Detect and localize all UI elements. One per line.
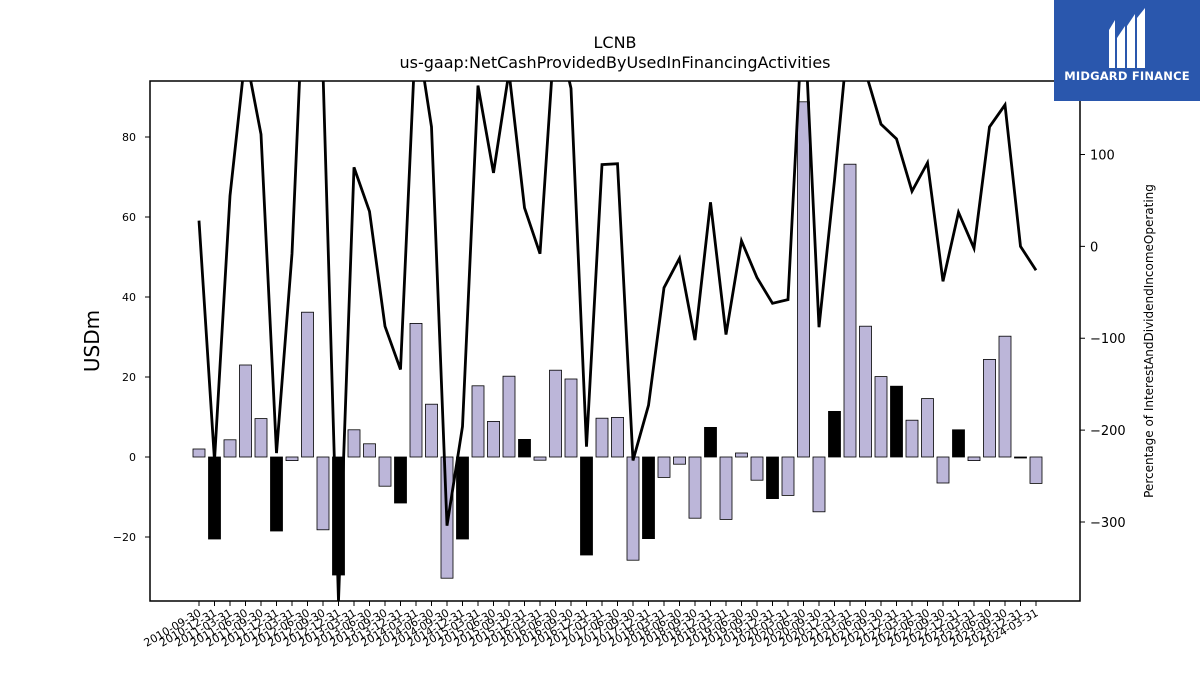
bar-2018-03-31: [657, 456, 671, 478]
bar-2014-12-31: [456, 456, 469, 540]
bar-2021-03-31: [843, 163, 857, 458]
plot-area: −20020406080−300−200−10001002010-09-3020…: [113, 80, 1126, 650]
y2-tick-label: −100: [1090, 332, 1126, 347]
bar-2014-03-31: [409, 322, 423, 458]
bar-2023-09-30: [998, 335, 1012, 458]
bar-2013-12-31: [394, 456, 407, 504]
bar-2019-06-30: [735, 452, 748, 458]
bar-2023-06-30: [983, 358, 996, 458]
line-series: [197, 81, 1038, 601]
bar-2017-12-31: [642, 456, 655, 539]
bar-2022-06-30: [921, 398, 934, 458]
y2-tick-label: 0: [1090, 240, 1098, 255]
bar-2021-09-30: [874, 376, 888, 458]
bar-2019-09-30: [750, 456, 764, 481]
y2-tick-label: 100: [1090, 148, 1115, 163]
y-axis-label: USDm: [80, 310, 104, 372]
bar-2020-06-30: [797, 101, 810, 458]
bar-2017-03-31: [595, 417, 609, 458]
bar-2011-06-30: [239, 364, 252, 458]
y-tick-label: 80: [122, 131, 136, 144]
bar-2021-06-30: [859, 325, 872, 458]
y-tick-label: −20: [113, 531, 136, 544]
bar-2021-12-31: [890, 385, 903, 458]
bar-2020-09-30: [812, 456, 826, 513]
bar-2022-03-31: [905, 419, 919, 458]
bar-2016-03-31: [533, 456, 547, 461]
chart-subtitle: us-gaap:NetCashProvidedByUsedInFinancing…: [399, 53, 830, 72]
bar-2013-09-30: [378, 456, 392, 487]
y2-tick-label: −200: [1090, 424, 1126, 439]
y2-tick-label: −300: [1090, 516, 1126, 531]
plot-frame: [149, 80, 1081, 602]
bar-2015-12-31: [518, 438, 531, 458]
bar-2010-12-31: [208, 456, 221, 540]
bar-2023-03-31: [967, 456, 981, 461]
bar-2023-12-31: [1014, 456, 1027, 459]
y-tick-label: 0: [129, 451, 136, 464]
bar-2017-06-30: [611, 416, 624, 458]
bar-2022-09-30: [936, 456, 950, 484]
bar-2020-03-31: [781, 456, 795, 496]
y-tick-label: 20: [122, 371, 136, 384]
bar-2012-03-31: [285, 456, 299, 461]
bar-2011-09-30: [254, 418, 268, 458]
bar-2012-09-30: [316, 456, 330, 531]
bar-2019-03-31: [719, 456, 733, 520]
logo-text: MIDGARD FINANCE: [1064, 69, 1190, 83]
bar-series: [192, 101, 1043, 579]
bar-2016-12-31: [580, 456, 593, 556]
bar-2017-09-30: [626, 456, 640, 561]
bar-2011-12-31: [270, 456, 283, 532]
bar-2012-06-30: [301, 311, 314, 458]
bar-2010-09-30: [192, 448, 206, 458]
bar-2019-12-31: [766, 456, 779, 499]
bar-2024-03-31: [1029, 456, 1043, 484]
bar-2013-03-31: [347, 429, 361, 458]
bar-2016-09-30: [564, 378, 578, 458]
bar-2015-03-31: [471, 385, 485, 458]
bar-2018-06-30: [673, 456, 686, 465]
y-tick-label: 40: [122, 291, 136, 304]
bar-2018-09-30: [688, 456, 702, 519]
bar-2013-06-30: [363, 443, 376, 458]
chart-title: LCNB: [593, 33, 636, 52]
bar-2020-12-31: [828, 410, 841, 458]
bar-2014-06-30: [425, 403, 438, 458]
y2-axis-label: Percentage of InterestAndDividendIncomeO…: [1142, 184, 1156, 498]
bar-2015-06-30: [487, 420, 500, 458]
y-tick-label: 60: [122, 211, 136, 224]
bar-2018-12-31: [704, 426, 717, 458]
bar-2015-09-30: [502, 375, 516, 458]
bar-2016-06-30: [549, 369, 562, 458]
midgard-logo-icon: [1109, 8, 1145, 68]
bar-2011-03-31: [223, 439, 237, 458]
brand-logo: MIDGARD FINANCE: [1054, 0, 1200, 101]
bar-2022-12-31: [952, 429, 965, 458]
